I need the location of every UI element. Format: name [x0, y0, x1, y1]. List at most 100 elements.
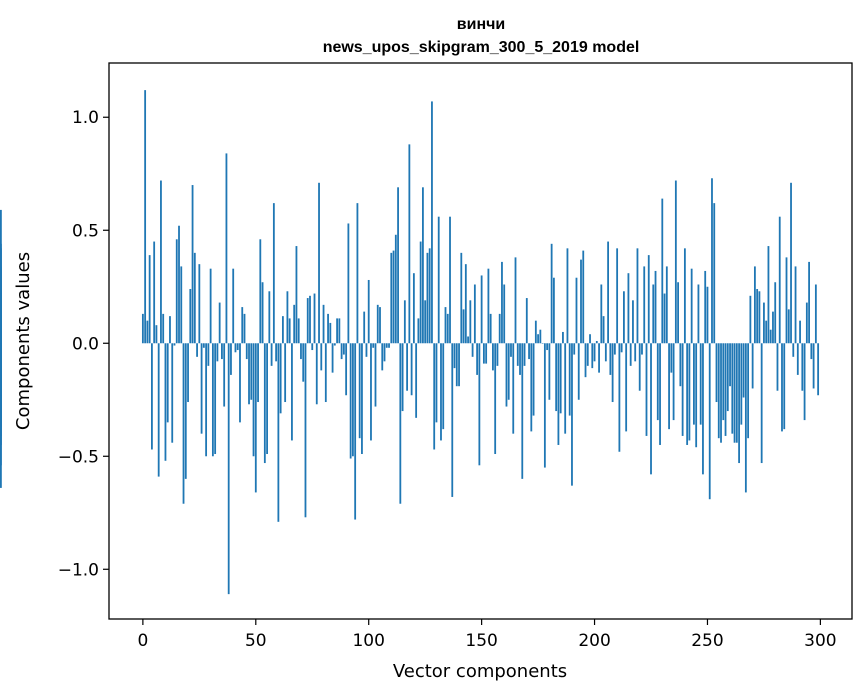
bar: [715, 343, 718, 403]
bar: [200, 343, 203, 434]
bar: [198, 264, 201, 344]
bar: [643, 266, 646, 344]
bar: [546, 343, 549, 351]
bar: [166, 343, 169, 423]
bar: [153, 241, 156, 344]
bar: [351, 343, 354, 457]
bar: [516, 343, 519, 366]
bar: [552, 277, 555, 344]
bar: [189, 289, 192, 344]
bar: [0, 343, 2, 396]
bar: [505, 343, 508, 407]
bar: [252, 343, 255, 457]
bar: [625, 343, 628, 432]
bar: [659, 343, 661, 445]
bar: [787, 309, 790, 344]
bar: [248, 343, 250, 405]
bar: [532, 343, 535, 416]
bar: [370, 343, 372, 441]
bar: [810, 343, 813, 360]
bar: [512, 343, 515, 434]
bar: [415, 343, 418, 418]
bar: [193, 252, 196, 344]
bar: [223, 343, 226, 407]
y-tick-label: −1.0: [58, 560, 99, 580]
bar: [164, 343, 167, 461]
bar: [460, 252, 463, 344]
bar: [638, 343, 641, 391]
bar: [740, 343, 743, 425]
bar: [564, 343, 567, 434]
bar: [747, 343, 750, 439]
bar: [320, 343, 323, 371]
bar: [202, 343, 205, 348]
bar: [175, 239, 178, 344]
bar: [169, 316, 171, 344]
bar: [607, 241, 610, 344]
bar: [214, 343, 217, 455]
bar: [812, 343, 815, 389]
bar: [537, 334, 539, 344]
bar: [218, 302, 221, 344]
bar: [566, 248, 569, 344]
bar: [584, 343, 587, 378]
bar: [157, 343, 160, 477]
bar: [760, 343, 763, 464]
y-tick-label: −0.5: [58, 447, 99, 467]
x-tick-label: 150: [465, 631, 497, 651]
bar: [562, 331, 564, 344]
y-axis-ticks: 1.0 0.5 0.0 −0.5 −1.0: [58, 108, 109, 580]
bar: [799, 320, 801, 344]
bar: [295, 246, 298, 344]
bar: [663, 293, 666, 344]
bar: [496, 343, 499, 366]
bar: [796, 343, 799, 375]
bar: [774, 282, 777, 344]
bar: [431, 101, 433, 344]
bar: [478, 343, 481, 466]
bar: [347, 223, 350, 344]
x-tick-label: 250: [691, 631, 723, 651]
bar: [482, 343, 485, 364]
bar: [650, 343, 652, 475]
bar: [480, 275, 483, 344]
bar: [539, 329, 542, 344]
bar: [683, 248, 686, 344]
bar: [356, 203, 359, 344]
bar: [731, 343, 734, 434]
bar: [191, 185, 194, 344]
bar: [180, 266, 183, 344]
bar: [767, 246, 770, 344]
bar: [577, 343, 580, 400]
x-tick-label: 50: [245, 631, 267, 651]
bar: [410, 343, 413, 396]
bar: [507, 343, 510, 400]
bar: [469, 300, 472, 344]
chart-title: винчи: [457, 16, 505, 33]
bar: [263, 343, 266, 464]
bar: [422, 187, 424, 344]
bar: [297, 318, 300, 344]
bar: [236, 343, 239, 351]
bar: [394, 234, 397, 344]
bar: [458, 343, 460, 387]
bar: [772, 311, 774, 344]
bar: [722, 343, 725, 421]
bar: [286, 291, 289, 344]
bar: [211, 343, 214, 457]
bar: [503, 284, 506, 344]
x-axis-label: Vector components: [393, 661, 567, 682]
bar: [241, 307, 244, 344]
bar: [270, 343, 273, 366]
bar: [525, 298, 528, 344]
bar: [302, 343, 305, 382]
bar: [162, 313, 165, 344]
bar: [695, 343, 698, 448]
bar: [322, 304, 325, 344]
bar: [485, 343, 488, 364]
bar: [751, 343, 754, 389]
bar: [433, 343, 436, 450]
bar: [602, 316, 605, 344]
bar: [654, 270, 657, 344]
bar: [690, 268, 693, 344]
